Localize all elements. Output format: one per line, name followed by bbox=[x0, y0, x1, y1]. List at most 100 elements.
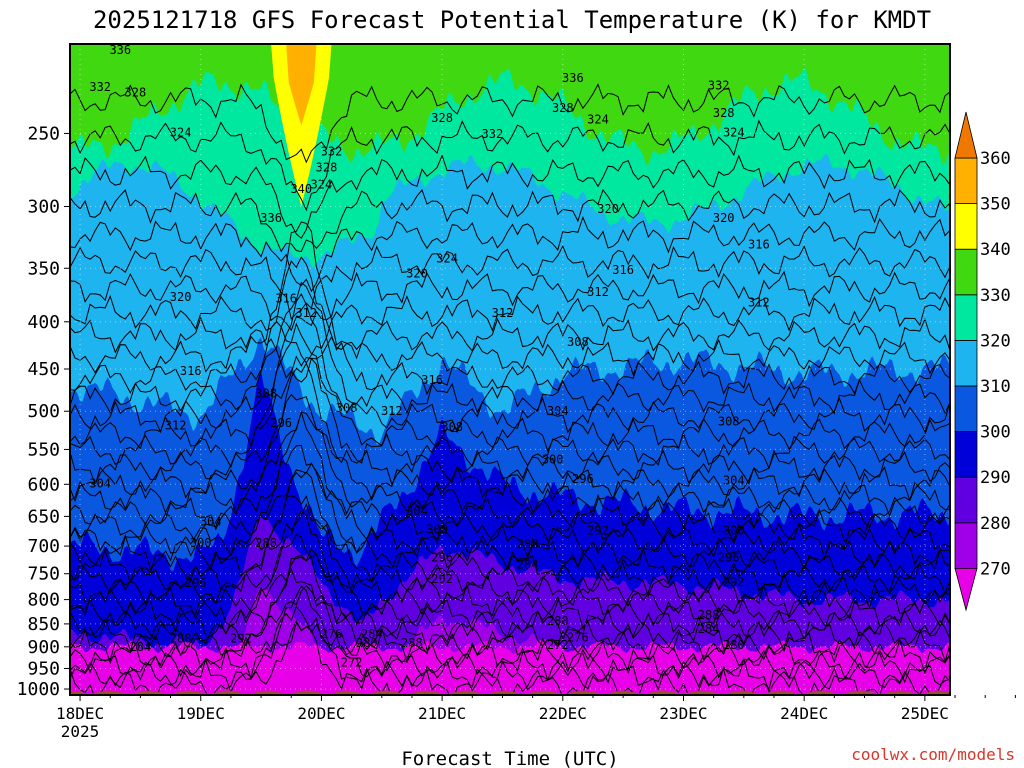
contour-label: 328 bbox=[713, 106, 735, 120]
contour-line bbox=[70, 444, 950, 546]
contour-line bbox=[70, 410, 950, 531]
x-tick-year: 2025 bbox=[61, 722, 100, 741]
contour-line bbox=[70, 393, 950, 503]
terrain bbox=[70, 690, 950, 695]
colorbar-label: 270 bbox=[980, 559, 1011, 579]
colorbar-segment bbox=[954, 431, 978, 478]
contour-label: 284 bbox=[698, 622, 720, 636]
contour-label: 312 bbox=[381, 404, 403, 418]
contour-label: 324 bbox=[170, 126, 192, 140]
y-tick-label: 700 bbox=[27, 536, 60, 557]
contour-line bbox=[70, 245, 950, 320]
colorbar-label: 310 bbox=[980, 377, 1011, 397]
colorbar-label: 280 bbox=[980, 514, 1011, 534]
colorbar-label: 290 bbox=[980, 468, 1011, 488]
colorbar-label: 360 bbox=[980, 149, 1011, 169]
y-tick-label: 400 bbox=[27, 312, 60, 333]
contour-label: 328 bbox=[431, 111, 453, 125]
contour-label: 304 bbox=[406, 504, 428, 518]
contour-label: 316 bbox=[748, 237, 770, 251]
contour-label: 280 bbox=[547, 614, 569, 628]
y-tick-label: 950 bbox=[27, 658, 60, 679]
contour-label: 304 bbox=[200, 515, 222, 529]
axes: 2503003504004505005506006507007508008509… bbox=[17, 43, 1016, 741]
contour-line bbox=[70, 617, 950, 694]
colorbar-arrow-bottom bbox=[954, 568, 978, 612]
contour-line bbox=[70, 119, 950, 212]
contour-label: 324 bbox=[587, 113, 609, 127]
contour-label: 336 bbox=[260, 211, 282, 225]
contour-label: 300 bbox=[426, 522, 448, 536]
contour-label: 320 bbox=[713, 211, 735, 225]
x-axis-label: Forecast Time (UTC) bbox=[401, 748, 618, 768]
contour-line bbox=[70, 585, 950, 675]
contour-line bbox=[70, 503, 950, 598]
contour-line bbox=[70, 462, 950, 559]
contour-label: 292 bbox=[587, 524, 609, 538]
contour-label: 324 bbox=[723, 126, 745, 140]
x-tick-label: 25DEC bbox=[901, 704, 949, 723]
colorbar-segment bbox=[954, 385, 978, 432]
y-tick-label: 600 bbox=[27, 474, 60, 495]
contour-line bbox=[70, 281, 950, 415]
contour-line bbox=[70, 533, 950, 621]
contour-label: 296 bbox=[718, 550, 740, 564]
x-tick-label: 19DEC bbox=[177, 704, 225, 723]
contour-label: 308 bbox=[255, 386, 277, 400]
y-tick-label: 750 bbox=[27, 564, 60, 585]
contour-label: 316 bbox=[275, 291, 297, 305]
contour-label: 332 bbox=[482, 127, 504, 141]
contour-label: 332 bbox=[708, 78, 730, 92]
contour-label: 320 bbox=[170, 290, 192, 304]
theta-360-band bbox=[70, 44, 950, 126]
contour-lines bbox=[70, 83, 950, 695]
contour-line bbox=[70, 411, 950, 518]
contour-line bbox=[70, 316, 950, 383]
x-tick-label: 21DEC bbox=[418, 704, 466, 723]
y-tick-label: 850 bbox=[27, 614, 60, 635]
colorbar-label: 340 bbox=[980, 240, 1011, 260]
contour-label: 316 bbox=[421, 373, 443, 387]
contour-line bbox=[70, 270, 950, 332]
contour-label: 288 bbox=[255, 536, 277, 550]
y-tick-label: 300 bbox=[27, 197, 60, 218]
contour-label: 312 bbox=[295, 306, 317, 320]
contour-label: 292 bbox=[230, 631, 252, 645]
contour-label: 296 bbox=[185, 576, 207, 590]
contour-label: 288 bbox=[517, 537, 539, 551]
theta-270-band bbox=[70, 639, 950, 695]
contour-label: 280 bbox=[723, 638, 745, 652]
contour-label: 328 bbox=[125, 86, 147, 100]
contour-label: 308 bbox=[718, 414, 740, 428]
grid bbox=[70, 44, 950, 695]
contour-label: 328 bbox=[552, 101, 574, 115]
contour-line bbox=[70, 221, 950, 377]
plot-area: 336 332 328 324 332 328 324 340 336 328 332 336 328 3… bbox=[70, 44, 950, 695]
contour-label: 320 bbox=[597, 202, 619, 216]
y-tick-label: 500 bbox=[27, 401, 60, 422]
contour-label: 300 bbox=[190, 536, 212, 550]
x-tick-label: 20DEC bbox=[297, 704, 345, 723]
contour-label: 280 bbox=[356, 636, 378, 650]
y-tick-label: 450 bbox=[27, 359, 60, 380]
y-tick-label: 650 bbox=[27, 506, 60, 527]
contour-label: 312 bbox=[492, 306, 514, 320]
contour-line bbox=[70, 362, 950, 486]
contour-label: 312 bbox=[587, 285, 609, 299]
contour-line bbox=[70, 153, 950, 239]
contour-line bbox=[70, 256, 950, 396]
contour-line bbox=[70, 567, 950, 653]
colorbar-segment bbox=[954, 522, 978, 569]
contour-label: 316 bbox=[180, 364, 202, 378]
colorbar-label: 300 bbox=[980, 423, 1011, 443]
colorbar: 270 280 290 300 310 320 330 340 350 360 bbox=[954, 111, 1011, 612]
credit-text[interactable]: coolwx.com/models bbox=[851, 745, 1015, 764]
x-tick-label: 23DEC bbox=[659, 704, 707, 723]
contour-label: 308 bbox=[567, 335, 589, 349]
contour-label: 320 bbox=[406, 266, 428, 280]
contour-label: 332 bbox=[89, 80, 111, 94]
contour-label: 308 bbox=[336, 401, 358, 415]
y-tick-label: 900 bbox=[27, 637, 60, 658]
colorbar-segment bbox=[954, 203, 978, 250]
